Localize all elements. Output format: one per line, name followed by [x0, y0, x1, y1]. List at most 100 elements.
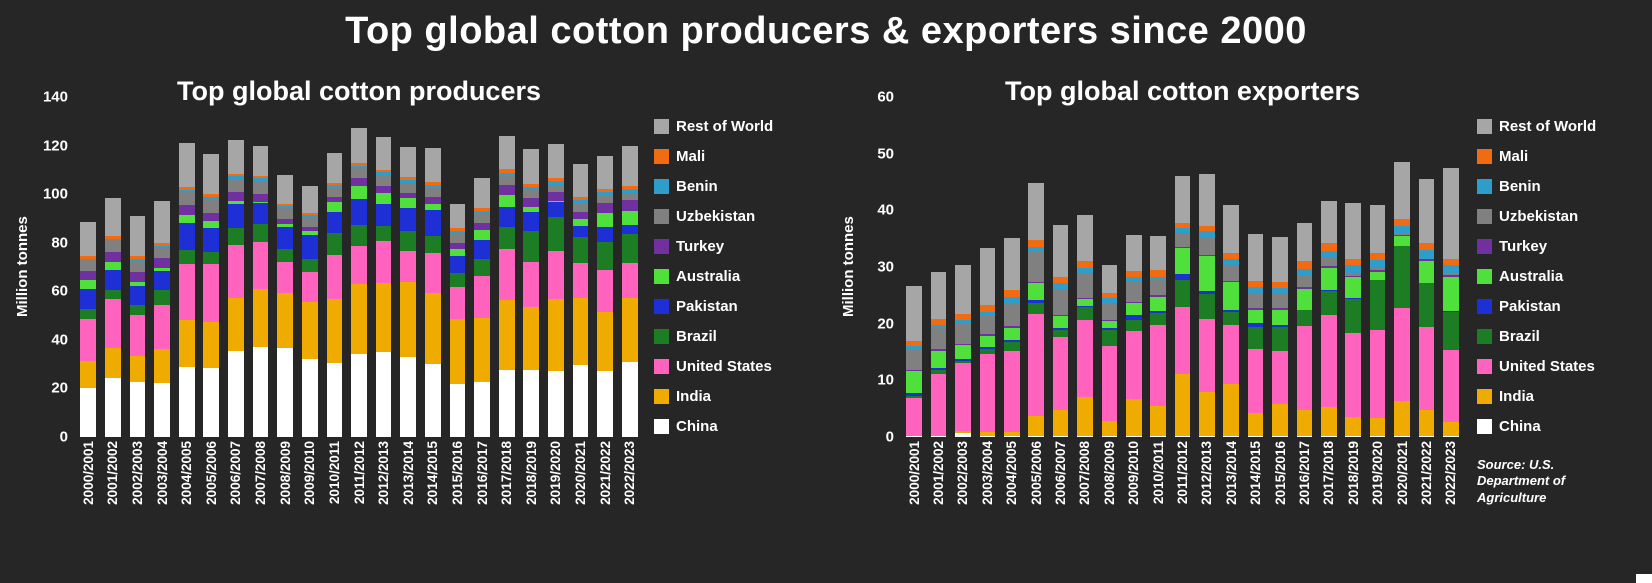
x-label-column: 2018/2019: [1341, 441, 1365, 551]
bar-segment-rest-of-world: [1369, 204, 1386, 253]
x-axis-label: 2012/2013: [1199, 441, 1215, 505]
bar-segment-australia: [80, 279, 97, 289]
bar-segment-australia: [1247, 309, 1264, 324]
x-label-column: 2021/2022: [593, 441, 618, 551]
bar-segment-china: [375, 352, 392, 437]
x-axis-label: 2013/2014: [1223, 441, 1239, 505]
bar-segment-india: [1150, 406, 1166, 437]
bar-segment-australia: [1321, 267, 1337, 290]
bar-segment-turkey: [1077, 298, 1093, 300]
bar-segment-uzbekistan: [621, 192, 638, 201]
bar-column: [1170, 97, 1194, 437]
bar-column: [322, 97, 347, 437]
bar-segment-turkey: [252, 194, 269, 202]
exporters-x-axis-labels: 2000/2001 2001/2002 2002/2003 2003/2004 2004…: [902, 441, 1463, 551]
bar-segment-benin: [105, 238, 121, 241]
producers-x-axis-labels: 2000/2001 2001/2002 2002/2003 2003/2004 2004…: [76, 441, 642, 551]
stacked-bar: [572, 97, 589, 437]
bar-segment-rest-of-world: [498, 136, 515, 170]
bar-segment-turkey: [129, 271, 146, 282]
x-axis-label: 2021/2022: [597, 441, 613, 505]
y-tick-label: 120: [42, 137, 68, 155]
bar-segment-australia: [154, 267, 170, 272]
bar-segment-pakistan: [1369, 279, 1386, 281]
x-label-column: 2003/2004: [975, 441, 999, 551]
x-axis-label: 2016/2017: [1296, 441, 1312, 505]
bar-segment-mali: [523, 183, 540, 187]
bar-segment-china: [1223, 436, 1240, 437]
legend-label: Benin: [1499, 178, 1541, 195]
bar-segment-pakistan: [1003, 339, 1020, 342]
bar-segment-rest-of-world: [1052, 224, 1069, 278]
bar-segment-mali: [1345, 258, 1362, 266]
bar-column: [273, 97, 298, 437]
legend-label: Rest of World: [1499, 118, 1597, 135]
bar-segment-turkey: [449, 242, 466, 249]
bar-segment-brazil: [930, 369, 947, 374]
bar-segment-australia: [979, 335, 996, 347]
bar-segment-pakistan: [1272, 325, 1288, 328]
legend-item-india: India: [1477, 388, 1652, 405]
x-label-column: 2022/2023: [1439, 441, 1463, 551]
bar-segment-brazil: [1199, 294, 1215, 319]
bar-column: [1073, 97, 1097, 437]
legend-swatch: [654, 209, 669, 224]
bar-segment-uzbekistan: [1052, 289, 1069, 315]
bar-segment-australia: [1272, 309, 1288, 326]
x-axis-label: 2000/2001: [80, 441, 96, 505]
x-label-column: 2012/2013: [1195, 441, 1219, 551]
bar-segment-pakistan: [1321, 289, 1337, 291]
stacked-bar: [154, 97, 170, 437]
bar-segment-turkey: [1174, 246, 1191, 249]
bar-segment-benin: [621, 188, 638, 193]
bar-column: [1146, 97, 1170, 437]
bar-segment-pakistan: [1077, 306, 1093, 308]
bar-segment-australia: [129, 281, 146, 286]
bar-segment-uzbekistan: [203, 199, 220, 213]
bar-segment-benin: [375, 172, 392, 176]
x-axis-label: 2008/2009: [277, 441, 293, 505]
x-label-column: 2017/2018: [494, 441, 519, 551]
bar-column: [1292, 97, 1316, 437]
bar-segment-turkey: [548, 192, 564, 201]
bar-segment-uzbekistan: [1345, 272, 1362, 276]
bar-segment-uzbekistan: [1028, 252, 1044, 283]
x-label-column: 2021/2022: [1414, 441, 1438, 551]
bar-segment-mali: [955, 314, 971, 320]
bar-segment-china: [1418, 436, 1435, 437]
bar-segment-benin: [1321, 251, 1337, 258]
bar-segment-india: [597, 312, 613, 372]
legend-item-china: China: [1477, 418, 1652, 435]
x-label-column: 2020/2021: [1390, 441, 1414, 551]
bar-segment-pakistan: [1052, 328, 1069, 330]
bar-column: [519, 97, 544, 437]
stacked-bar: [523, 97, 540, 437]
bar-segment-china: [105, 377, 121, 437]
bar-segment-united-states: [1369, 330, 1386, 419]
bar-segment-pakistan: [474, 240, 490, 260]
bar-segment-china: [955, 433, 971, 437]
bar-column: [951, 97, 975, 437]
bar-segment-brazil: [154, 290, 170, 305]
x-label-column: 2004/2005: [1000, 441, 1024, 551]
bar-segment-china: [1174, 436, 1191, 437]
bar-segment-united-states: [979, 354, 996, 433]
x-label-column: 2009/2010: [297, 441, 322, 551]
bar-column: [1024, 97, 1048, 437]
bar-segment-brazil: [1442, 311, 1459, 350]
bar-segment-benin: [424, 184, 441, 188]
bar-column: [975, 97, 999, 437]
bar-segment-uzbekistan: [1418, 258, 1435, 260]
bar-segment-united-states: [548, 250, 564, 300]
bar-segment-india: [105, 347, 121, 378]
bar-segment-rest-of-world: [1442, 167, 1459, 259]
bar-segment-rest-of-world: [351, 127, 367, 164]
x-label-column: 2010/2011: [1146, 441, 1170, 551]
producers-y-axis-title: Million tonnes: [14, 216, 31, 318]
bar-segment-brazil: [400, 231, 417, 251]
bar-segment-benin: [154, 246, 170, 249]
bar-segment-united-states: [1442, 349, 1459, 423]
bar-segment-china: [1003, 436, 1020, 437]
bar-segment-benin: [203, 197, 220, 200]
bar-segment-uzbekistan: [523, 189, 540, 198]
